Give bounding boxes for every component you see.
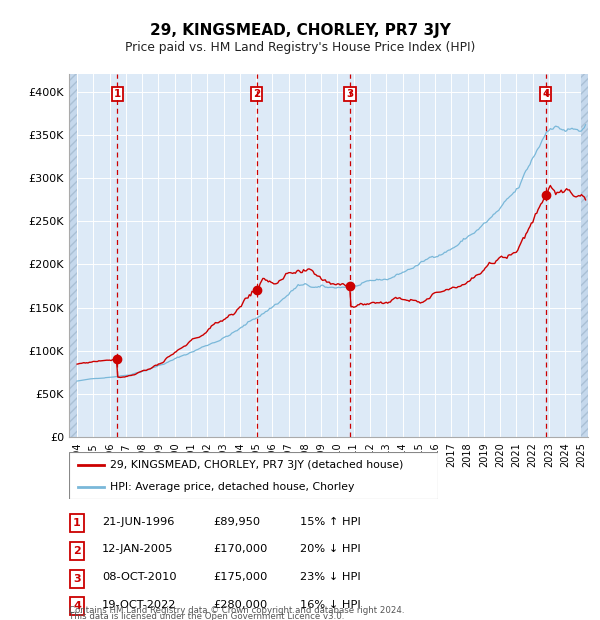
FancyBboxPatch shape <box>70 542 84 560</box>
Text: 15% ↑ HPI: 15% ↑ HPI <box>300 516 361 526</box>
Text: 21-JUN-1996: 21-JUN-1996 <box>102 516 175 526</box>
Text: 2: 2 <box>73 546 81 556</box>
Text: Price paid vs. HM Land Registry's House Price Index (HPI): Price paid vs. HM Land Registry's House … <box>125 41 475 54</box>
Text: 16% ↓ HPI: 16% ↓ HPI <box>300 600 361 609</box>
Text: £170,000: £170,000 <box>213 544 268 554</box>
Text: HPI: Average price, detached house, Chorley: HPI: Average price, detached house, Chor… <box>110 482 354 492</box>
Text: 4: 4 <box>73 601 81 611</box>
Polygon shape <box>69 74 77 437</box>
Text: 4: 4 <box>542 89 550 99</box>
Text: 29, KINGSMEAD, CHORLEY, PR7 3JY: 29, KINGSMEAD, CHORLEY, PR7 3JY <box>149 23 451 38</box>
Text: £89,950: £89,950 <box>213 516 260 526</box>
Text: £280,000: £280,000 <box>213 600 267 609</box>
Text: 12-JAN-2005: 12-JAN-2005 <box>102 544 173 554</box>
Text: 20% ↓ HPI: 20% ↓ HPI <box>300 544 361 554</box>
Text: Contains HM Land Registry data © Crown copyright and database right 2024.: Contains HM Land Registry data © Crown c… <box>69 606 404 614</box>
Polygon shape <box>581 74 588 437</box>
Text: 2: 2 <box>253 89 260 99</box>
Text: This data is licensed under the Open Government Licence v3.0.: This data is licensed under the Open Gov… <box>69 613 344 620</box>
Text: 29, KINGSMEAD, CHORLEY, PR7 3JY (detached house): 29, KINGSMEAD, CHORLEY, PR7 3JY (detache… <box>110 460 403 470</box>
FancyBboxPatch shape <box>70 515 84 533</box>
Text: 1: 1 <box>113 89 121 99</box>
FancyBboxPatch shape <box>70 598 84 616</box>
Text: £175,000: £175,000 <box>213 572 268 582</box>
Text: 3: 3 <box>73 574 81 583</box>
Text: 3: 3 <box>346 89 353 99</box>
FancyBboxPatch shape <box>69 452 438 499</box>
Text: 19-OCT-2022: 19-OCT-2022 <box>102 600 176 609</box>
FancyBboxPatch shape <box>70 570 84 588</box>
Text: 08-OCT-2010: 08-OCT-2010 <box>102 572 176 582</box>
Text: 1: 1 <box>73 518 81 528</box>
Text: 23% ↓ HPI: 23% ↓ HPI <box>300 572 361 582</box>
